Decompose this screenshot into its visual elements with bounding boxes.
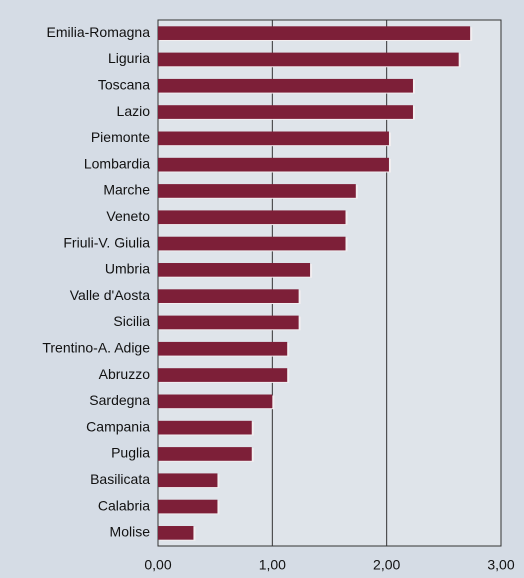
y-tick-label: Lombardia — [84, 155, 150, 171]
y-tick-label: Liguria — [108, 50, 150, 66]
bar — [158, 184, 356, 198]
y-tick-label: Toscana — [98, 76, 150, 92]
bar — [158, 78, 413, 93]
bar — [158, 420, 252, 435]
x-tick-label: 3,00 — [487, 557, 514, 573]
bar — [158, 526, 194, 540]
plot-area — [157, 19, 502, 547]
bar — [158, 368, 288, 382]
y-tick-label: Veneto — [106, 208, 150, 224]
y-tick-label: Sicilia — [113, 313, 150, 329]
bar — [158, 499, 218, 514]
bar — [158, 315, 299, 330]
y-tick-label: Emilia-Romagna — [47, 24, 151, 40]
y-tick-label: Sardegna — [89, 392, 150, 408]
y-tick-label: Puglia — [111, 445, 150, 461]
y-tick-label: Abruzzo — [99, 366, 151, 382]
x-tick-label: 2,00 — [373, 557, 400, 573]
y-tick-label: Molise — [110, 524, 151, 540]
y-tick-label: Piemonte — [91, 129, 150, 145]
bar — [158, 210, 346, 225]
x-tick-label: 1,00 — [259, 557, 286, 573]
y-tick-label: Basilicata — [90, 471, 150, 487]
bar — [158, 236, 346, 251]
y-tick-label: Calabria — [98, 497, 150, 513]
bar — [158, 447, 252, 461]
bar — [158, 289, 299, 303]
bar — [158, 341, 288, 356]
x-tick-label: 0,00 — [144, 557, 171, 573]
y-tick-label: Umbria — [105, 261, 150, 277]
y-tick-label: Marche — [103, 182, 150, 198]
bar — [158, 52, 459, 67]
y-tick-label: Friuli-V. Giulia — [63, 234, 150, 250]
y-tick-label: Valle d'Aosta — [70, 287, 150, 303]
bar — [158, 394, 273, 409]
bar — [158, 131, 389, 146]
bar — [158, 105, 413, 119]
bar — [158, 263, 311, 277]
bar — [158, 26, 471, 40]
bar — [158, 473, 218, 488]
y-tick-label: Trentino-A. Adige — [42, 339, 150, 355]
bar — [158, 157, 389, 172]
y-tick-label: Lazio — [117, 103, 151, 119]
y-tick-label: Campania — [86, 418, 150, 434]
